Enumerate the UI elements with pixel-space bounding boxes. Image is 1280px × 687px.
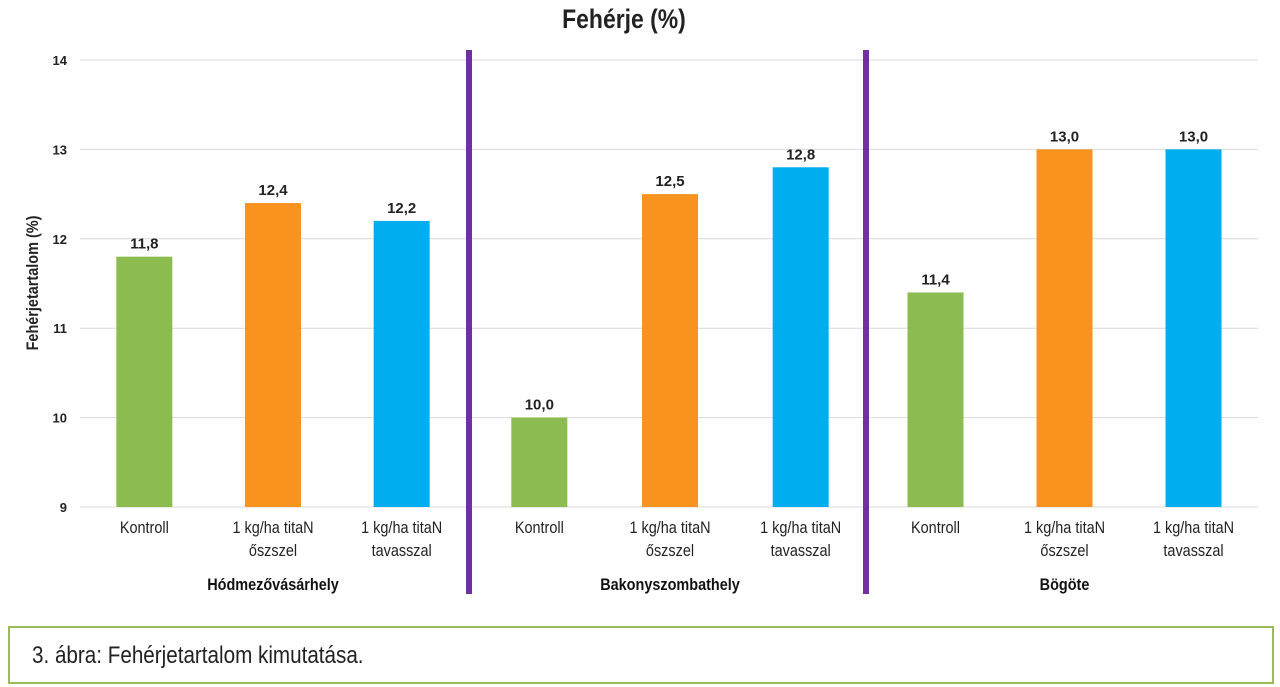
bars: 11,8 Kontroll 12,4 1 kg/ha titaN őszszel 12,2…	[116, 128, 1234, 594]
group-label: Hódmezővásárhely	[207, 576, 339, 594]
data-label: 11,8	[130, 236, 158, 253]
bar	[907, 292, 964, 507]
y-tick-label: 12	[53, 232, 67, 247]
x-tick-label: őszszel	[249, 542, 297, 560]
x-tick-label: őszszel	[1040, 542, 1088, 560]
y-tick-label: 14	[53, 53, 68, 68]
chart-title: Fehérje (%)	[562, 4, 686, 34]
x-tick-label: 1 kg/ha titaN	[1153, 519, 1234, 537]
bar	[1165, 149, 1222, 507]
y-tick-label: 9	[60, 500, 67, 515]
x-tick-label: Kontroll	[911, 519, 960, 537]
y-tick-label: 13	[53, 142, 67, 157]
data-label: 12,8	[786, 146, 815, 163]
figure-caption: 3. ábra: Fehérjetartalom kimutatása.	[32, 642, 364, 669]
y-tick-label: 10	[53, 411, 67, 426]
x-tick-label: Kontroll	[515, 519, 564, 537]
bar	[772, 167, 829, 507]
group-separator	[863, 50, 869, 594]
bar	[245, 203, 301, 508]
x-tick-label: 1 kg/ha titaN	[629, 519, 710, 537]
data-label: 11,4	[921, 271, 950, 288]
x-tick-label: tavasszal	[1163, 542, 1223, 560]
caption-box: 3. ábra: Fehérjetartalom kimutatása.	[8, 626, 1274, 684]
data-label: 10,0	[525, 397, 554, 414]
bar	[511, 417, 568, 507]
group-separator	[466, 50, 472, 594]
x-tick-label: 1 kg/ha titaN	[361, 519, 442, 537]
data-label: 13,0	[1179, 128, 1208, 145]
x-tick-label: Kontroll	[120, 519, 169, 537]
x-tick-label: tavasszal	[372, 542, 432, 560]
data-label: 12,5	[655, 173, 684, 190]
data-label: 13,0	[1050, 128, 1079, 145]
x-tick-label: 1 kg/ha titaN	[760, 519, 841, 537]
x-tick-label: 1 kg/ha titaN	[1024, 519, 1105, 537]
x-tick-label: 1 kg/ha titaN	[232, 519, 313, 537]
x-tick-label: tavasszal	[771, 542, 831, 560]
y-axis-label: Fehérjetartalom (%)	[24, 216, 42, 351]
x-tick-label: őszszel	[646, 542, 694, 560]
group-label: Bögöte	[1040, 576, 1090, 594]
bar	[116, 256, 173, 507]
y-tick-label: 11	[53, 321, 67, 336]
group-label: Bakonyszombathely	[600, 576, 740, 594]
group-separators	[466, 50, 869, 594]
chart: Fehérje (%) Fehérjetartalom (%) 9 10 11 12 1…	[24, 4, 1258, 594]
data-label: 12,4	[258, 182, 288, 199]
y-tick-labels: 9 10 11 12 13 14	[53, 53, 68, 515]
bar	[373, 220, 430, 508]
bar	[642, 194, 698, 507]
bar	[1036, 149, 1093, 507]
data-label: 12,2	[387, 200, 416, 217]
